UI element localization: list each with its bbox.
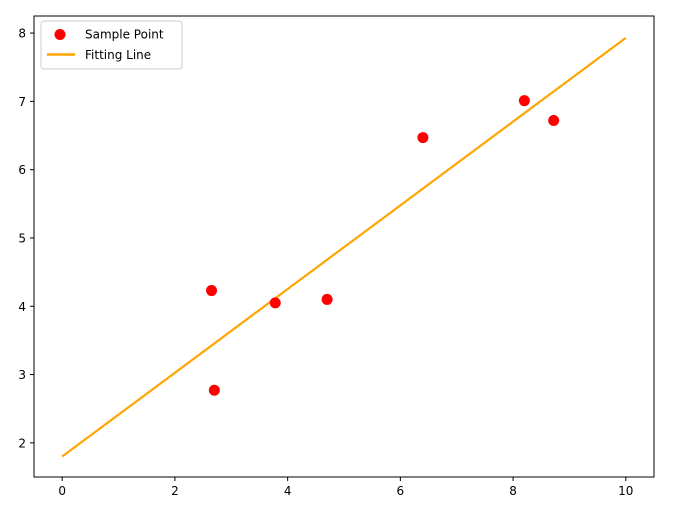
legend-label-sample-point: Sample Point	[85, 28, 164, 42]
plot-frame	[33, 15, 655, 478]
plot-content	[61, 36, 627, 458]
sample-point-2	[208, 384, 220, 396]
sample-point-6	[518, 95, 530, 107]
y-tick-label: 8	[18, 27, 26, 41]
sample-point-4	[321, 293, 333, 305]
y-tick-label: 3	[18, 368, 26, 382]
y-tick-label: 7	[18, 95, 26, 109]
sample-point-1	[206, 285, 218, 297]
x-tick-label: 10	[618, 484, 633, 498]
x-tick-label: 0	[58, 484, 66, 498]
x-axis: 0 2 4 6 8 10	[58, 477, 633, 498]
y-tick-label: 5	[18, 231, 26, 245]
y-tick-label: 4	[18, 300, 26, 314]
sample-point-3	[269, 297, 281, 309]
x-tick-label: 8	[509, 484, 517, 498]
x-tick-label: 6	[397, 484, 405, 498]
y-axis: 2 3 4 5 6 7 8	[18, 27, 34, 450]
fitting-line	[61, 36, 627, 458]
x-tick-label: 2	[171, 484, 179, 498]
y-tick-label: 2	[18, 436, 26, 450]
sample-point-7	[548, 114, 560, 126]
legend-marker-sample-point	[54, 29, 66, 40]
legend: Sample Point Fitting Line	[40, 20, 183, 70]
sample-point-5	[417, 132, 429, 144]
x-tick-label: 4	[284, 484, 292, 498]
legend-box	[40, 20, 183, 70]
y-tick-label: 6	[18, 163, 26, 177]
legend-label-fitting-line: Fitting Line	[85, 48, 151, 62]
